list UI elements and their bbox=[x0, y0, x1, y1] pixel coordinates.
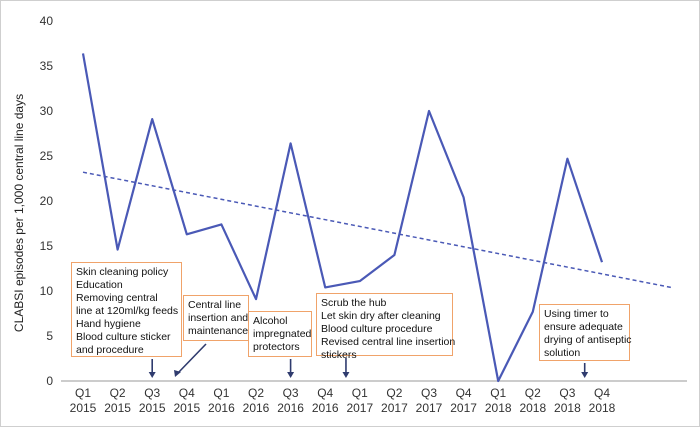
x-tick-label: Q2 2018 bbox=[519, 386, 546, 415]
annotation-arrow bbox=[176, 343, 207, 375]
annotation-line: line at 120ml/kg feeds bbox=[76, 305, 179, 317]
x-tick-label: Q3 2017 bbox=[416, 386, 443, 415]
annotation-line: maintenance bbox=[188, 325, 249, 337]
annotation-line: insertion and bbox=[188, 312, 249, 324]
y-tick-label: 25 bbox=[40, 149, 54, 163]
annotation-line: protectors bbox=[253, 341, 300, 353]
annotation-arrowhead bbox=[581, 372, 589, 378]
x-tick-label: Q1 2017 bbox=[346, 386, 373, 415]
annotation-line: impregnated bbox=[253, 328, 312, 340]
x-tick-label: Q1 2015 bbox=[70, 386, 97, 415]
y-tick-label: 30 bbox=[40, 104, 54, 118]
annotation-line: ensure adequate bbox=[544, 321, 623, 333]
annotation-line: Let skin dry after cleaning bbox=[321, 310, 441, 322]
annotation-line: stickers bbox=[321, 349, 357, 361]
annotation-line: Removing central bbox=[76, 292, 158, 304]
annotation-box: Scrub the hub Let skin dry after cleaning… bbox=[316, 293, 456, 361]
annotation-line: Hand hygiene bbox=[76, 318, 141, 330]
annotation-line: Alcohol bbox=[253, 315, 288, 327]
annotation-arrowhead bbox=[287, 372, 295, 378]
annotation-line: Revised central line insertion bbox=[321, 336, 456, 348]
x-tick-label: Q3 2018 bbox=[554, 386, 581, 415]
y-tick-label: 10 bbox=[40, 284, 54, 298]
y-axis-label: CLABSI episodes per 1,000 central line d… bbox=[12, 94, 26, 332]
x-tick-label: Q4 2017 bbox=[450, 386, 477, 415]
trendline bbox=[82, 171, 672, 289]
annotation-line: Blood culture procedure bbox=[321, 323, 433, 335]
annotation-line: Education bbox=[76, 279, 123, 291]
y-tick-label: 40 bbox=[40, 14, 54, 28]
annotation-line: drying of antiseptic bbox=[544, 334, 632, 346]
x-tick-label: Q2 2016 bbox=[243, 386, 270, 415]
x-tick-label: Q2 2015 bbox=[104, 386, 131, 415]
y-tick-label: 5 bbox=[46, 329, 53, 343]
annotation-arrowhead bbox=[148, 372, 156, 378]
y-tick-label: 15 bbox=[40, 239, 54, 253]
y-tick-label: 20 bbox=[40, 194, 54, 208]
annotation-arrowhead bbox=[174, 370, 181, 377]
annotation-line: Central line bbox=[188, 299, 242, 311]
y-tick-label: 35 bbox=[40, 59, 54, 73]
annotation-line: solution bbox=[544, 347, 581, 359]
x-tick-label: Q1 2018 bbox=[485, 386, 512, 415]
y-tick-label: 0 bbox=[46, 374, 53, 388]
x-tick-label: Q2 2017 bbox=[381, 386, 408, 415]
annotation-box: Central line insertion and maintenance bbox=[183, 295, 249, 341]
annotation-arrowhead bbox=[342, 372, 350, 378]
annotation-box: Using timer to ensure adequate drying of a… bbox=[539, 304, 632, 361]
series-line bbox=[81, 53, 604, 383]
x-tick-label: Q3 2016 bbox=[277, 386, 304, 415]
x-tick-label: Q1 2016 bbox=[208, 386, 235, 415]
x-tick-label: Q4 2015 bbox=[173, 386, 200, 415]
annotation-line: Skin cleaning policy bbox=[76, 266, 169, 278]
x-tick-label: Q4 2016 bbox=[312, 386, 339, 415]
x-tick-label: Q3 2015 bbox=[139, 386, 166, 415]
annotation-line: Blood culture sticker bbox=[76, 331, 171, 343]
x-tick-label: Q4 2018 bbox=[589, 386, 616, 415]
annotation-line: Using timer to bbox=[544, 308, 609, 320]
annotation-box: Alcohol impregnated protectors bbox=[248, 311, 312, 357]
annotation-box: Skin cleaning policy Education Removing ce… bbox=[71, 262, 182, 357]
annotation-line: Scrub the hub bbox=[321, 297, 387, 309]
annotation-line: and procedure bbox=[76, 344, 144, 356]
